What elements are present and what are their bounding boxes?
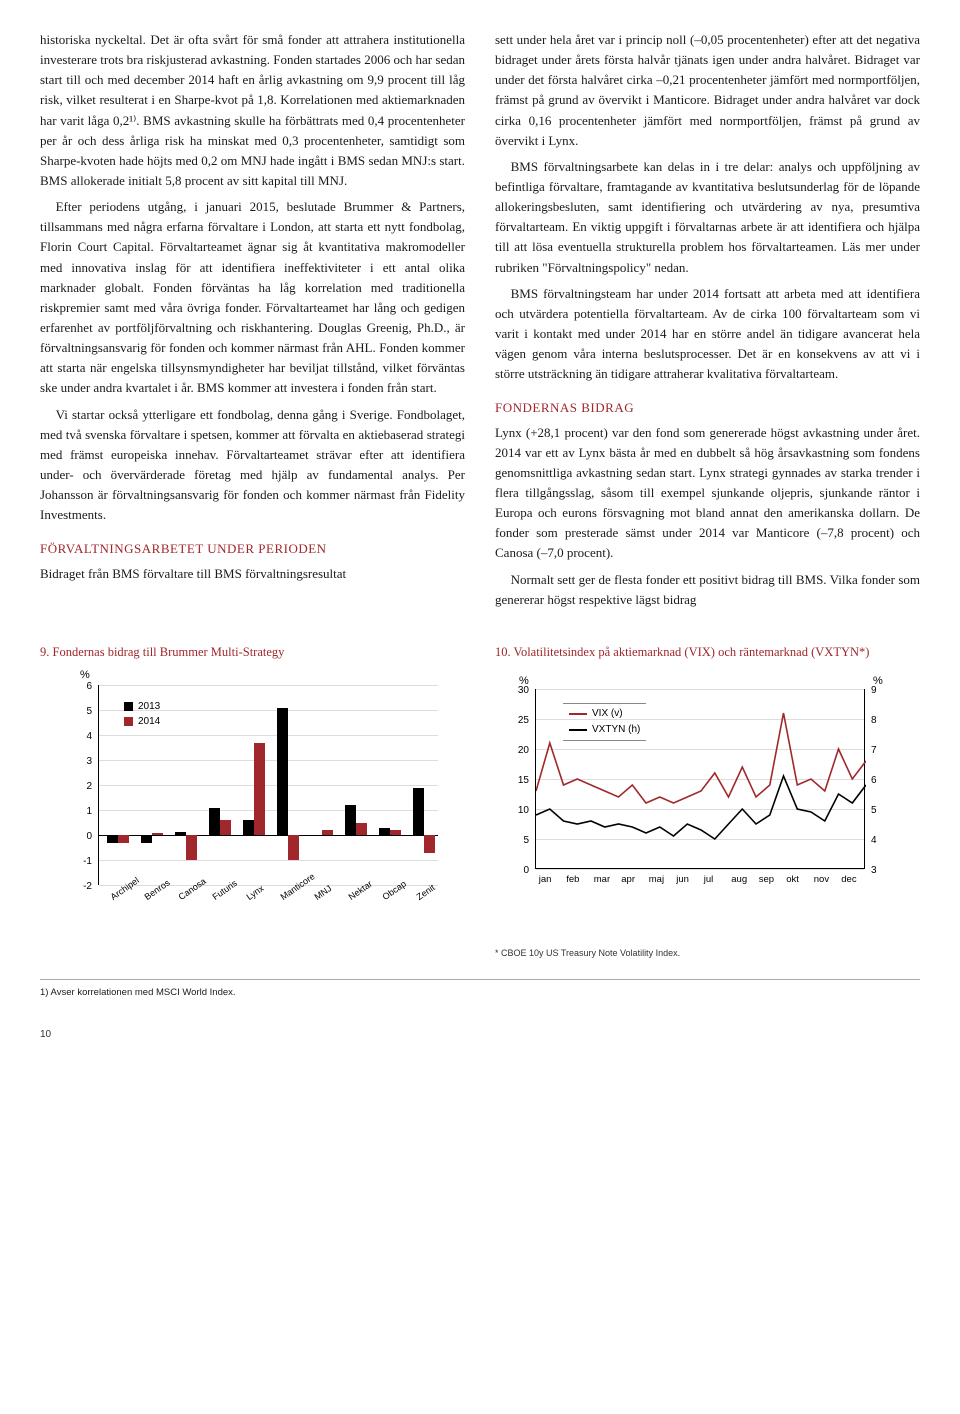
y-left-tick: 15 bbox=[509, 773, 529, 789]
paragraph: BMS förvaltningsarbete kan delas in i tr… bbox=[495, 157, 920, 278]
y-right-tick: 7 bbox=[871, 743, 891, 759]
paragraph: BMS förvaltningsteam har under 2014 fort… bbox=[495, 284, 920, 385]
y-tick-label: 6 bbox=[74, 679, 92, 695]
y-tick-label: 2 bbox=[74, 779, 92, 795]
chart-9: % 2013 2014 -2-10123456ArchipelBenrosCan… bbox=[40, 671, 450, 941]
chart-9-legend: 2013 2014 bbox=[124, 699, 160, 729]
y-right-tick: 4 bbox=[871, 833, 891, 849]
x-tick-label: okt bbox=[786, 873, 799, 888]
bottom-footnote: 1) Avser korrelationen med MSCI World In… bbox=[40, 979, 920, 1001]
y-left-tick: 20 bbox=[509, 743, 529, 759]
left-column: historiska nyckeltal. Det är ofta svårt … bbox=[40, 30, 465, 616]
y-tick-label: 0 bbox=[74, 829, 92, 845]
y-right-tick: 3 bbox=[871, 863, 891, 879]
y-tick-label: -1 bbox=[74, 854, 92, 870]
x-tick-label: apr bbox=[621, 873, 635, 888]
paragraph: Lynx (+28,1 procent) var den fond som ge… bbox=[495, 423, 920, 564]
text-columns: historiska nyckeltal. Det är ofta svårt … bbox=[40, 30, 920, 616]
paragraph: Vi startar också ytterligare ett fondbol… bbox=[40, 405, 465, 526]
y-tick-label: 4 bbox=[74, 729, 92, 745]
y-tick-label: 5 bbox=[74, 704, 92, 720]
y-left-tick: 30 bbox=[509, 683, 529, 699]
x-tick-label: maj bbox=[649, 873, 664, 888]
paragraph: Normalt sett ger de flesta fonder ett po… bbox=[495, 570, 920, 610]
x-tick-label: jul bbox=[704, 873, 714, 888]
chart-10: % % 0510152025303456789janfebmaraprmajju… bbox=[495, 671, 905, 941]
x-tick-label: feb bbox=[566, 873, 579, 888]
y-right-tick: 9 bbox=[871, 683, 891, 699]
x-tick-label: jun bbox=[676, 873, 689, 888]
chart-10-legend: VIX (v)VXTYN (h) bbox=[563, 703, 646, 741]
x-tick-label: aug bbox=[731, 873, 747, 888]
y-tick-label: 1 bbox=[74, 804, 92, 820]
y-left-tick: 5 bbox=[509, 833, 529, 849]
y-tick-label: -2 bbox=[74, 879, 92, 895]
section-heading: FÖRVALTNINGSARBETET UNDER PERIODEN bbox=[40, 539, 465, 559]
charts-row: 9. Fondernas bidrag till Brummer Multi-S… bbox=[40, 644, 920, 961]
paragraph: historiska nyckeltal. Det är ofta svårt … bbox=[40, 30, 465, 191]
y-left-tick: 10 bbox=[509, 803, 529, 819]
paragraph: Bidraget från BMS förvaltare till BMS fö… bbox=[40, 564, 465, 584]
x-tick-label: jan bbox=[539, 873, 552, 888]
section-heading: FONDERNAS BIDRAG bbox=[495, 398, 920, 418]
chart-9-block: 9. Fondernas bidrag till Brummer Multi-S… bbox=[40, 644, 465, 961]
paragraph: Efter periodens utgång, i januari 2015, … bbox=[40, 197, 465, 398]
y-left-tick: 25 bbox=[509, 713, 529, 729]
x-tick-label: nov bbox=[814, 873, 829, 888]
x-tick-label: mar bbox=[594, 873, 610, 888]
page-number: 10 bbox=[40, 1027, 920, 1043]
chart-10-block: 10. Volatilitetsindex på aktiemarknad (V… bbox=[495, 644, 920, 961]
chart-9-title: 9. Fondernas bidrag till Brummer Multi-S… bbox=[40, 644, 465, 662]
right-column: sett under hela året var i princip noll … bbox=[495, 30, 920, 616]
y-right-tick: 8 bbox=[871, 713, 891, 729]
paragraph: sett under hela året var i princip noll … bbox=[495, 30, 920, 151]
legend-label: 2013 bbox=[138, 701, 160, 712]
y-left-tick: 0 bbox=[509, 863, 529, 879]
legend-label: 2014 bbox=[138, 716, 160, 727]
chart-10-title: 10. Volatilitetsindex på aktiemarknad (V… bbox=[495, 644, 920, 662]
y-tick-label: 3 bbox=[74, 754, 92, 770]
y-right-tick: 5 bbox=[871, 803, 891, 819]
y-right-tick: 6 bbox=[871, 773, 891, 789]
x-tick-label: dec bbox=[841, 873, 856, 888]
chart-10-footnote: * CBOE 10y US Treasury Note Volatility I… bbox=[495, 947, 920, 961]
x-tick-label: sep bbox=[759, 873, 774, 888]
